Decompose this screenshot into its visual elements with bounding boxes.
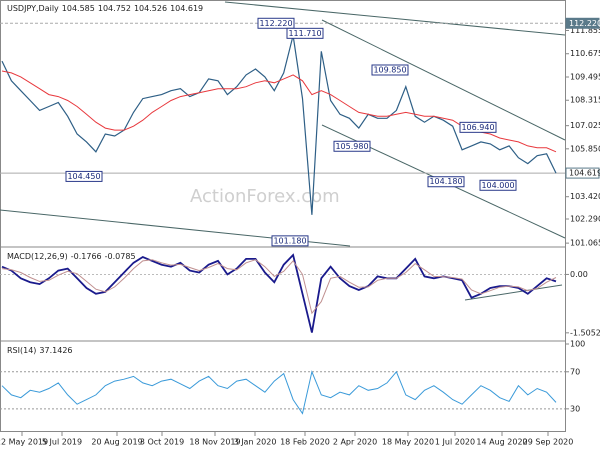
annotation-label: 112.220 xyxy=(259,19,292,28)
plot-frame xyxy=(0,0,566,432)
x-tick-label: 18 May 2020 xyxy=(382,438,434,447)
header-value: 104.619 xyxy=(170,4,203,13)
annotation-label: 104.000 xyxy=(481,181,514,190)
header-value: RSI(14) xyxy=(7,346,36,355)
annotation-box xyxy=(333,140,371,152)
annotation-box xyxy=(459,121,497,133)
annotation-box xyxy=(65,170,103,182)
level-box xyxy=(565,17,600,29)
trendline xyxy=(321,19,566,141)
header-value: -0.0785 xyxy=(105,252,136,261)
x-tick-label: 20 Aug 2019 xyxy=(91,438,142,447)
x-tick-label: 29 Sep 2020 xyxy=(523,438,574,447)
y-tick-label: 100 xyxy=(570,340,585,349)
x-tick-label: 18 Nov 2019 xyxy=(189,438,240,447)
header-value: MACD(12,26,9) xyxy=(7,252,68,261)
panel-header: MACD(12,26,9) -0.1766 -0.0785 xyxy=(7,252,136,261)
x-tick-label: 3 Oct 2019 xyxy=(140,438,184,447)
x-tick-label: 5 Jul 2019 xyxy=(42,438,82,447)
annotation-box xyxy=(427,176,465,188)
y-tick-label: 0.00 xyxy=(570,270,588,279)
annotation-label: 104.180 xyxy=(429,177,462,186)
trendline xyxy=(224,1,566,36)
panel-header: USDJPY,Daily 104.585 104.752 104.526 104.619 xyxy=(7,4,203,13)
header-value: 104.526 xyxy=(134,4,167,13)
x-tick-label: 22 May 2019 xyxy=(0,438,48,447)
watermark: ActionForex.com xyxy=(190,186,340,207)
y-tick-label: 70 xyxy=(570,367,580,376)
y-tick-label: 105.850 xyxy=(570,144,600,153)
header-value: -0.1766 xyxy=(71,252,102,261)
annotation-box xyxy=(257,17,295,29)
trendline xyxy=(464,284,563,301)
header-value: 37.1426 xyxy=(39,346,72,355)
panel-header: RSI(14) 37.1426 xyxy=(7,346,73,355)
y-tick-label: 111.855 xyxy=(570,26,600,35)
level-box xyxy=(565,167,600,179)
x-tick-label: 18 Feb 2020 xyxy=(280,438,330,447)
y-tick-label: -1.5052 xyxy=(570,328,600,337)
annotation-box xyxy=(479,179,517,191)
level-label: 112.220 xyxy=(569,19,600,28)
annotation-label: 101.180 xyxy=(273,236,306,245)
series-line xyxy=(1,259,557,315)
y-tick-label: 109.495 xyxy=(570,72,600,81)
x-tick-label: 2 Apr 2020 xyxy=(333,438,377,447)
y-tick-label: 101.065 xyxy=(570,239,600,248)
annotation-label: 104.450 xyxy=(67,172,100,181)
header-value: USDJPY,Daily xyxy=(7,4,59,13)
annotation-box xyxy=(271,235,309,247)
annotation-box xyxy=(371,64,409,76)
y-tick-label: 107.025 xyxy=(570,121,600,130)
annotation-label: 111.710 xyxy=(288,29,321,38)
annotation-label: 109.850 xyxy=(373,65,406,74)
annotation-label: 105.980 xyxy=(335,142,368,151)
y-tick-label: 30 xyxy=(570,404,580,413)
level-label: 104.619 xyxy=(569,169,600,178)
header-value: 104.585 xyxy=(62,4,95,13)
x-tick-label: 1 Jul 2020 xyxy=(435,438,475,447)
header-value: 104.752 xyxy=(98,4,131,13)
y-tick-label: 103.420 xyxy=(570,192,600,201)
series-line xyxy=(1,35,557,215)
x-tick-label: 3 Jan 2020 xyxy=(234,438,277,447)
annotation-box xyxy=(286,27,324,39)
series-line xyxy=(1,370,557,415)
y-tick-label: 110.675 xyxy=(570,49,600,58)
y-tick-label: 102.290 xyxy=(570,214,600,223)
annotation-label: 106.940 xyxy=(461,123,494,132)
y-tick-label: 108.315 xyxy=(570,96,600,105)
x-tick-label: 14 Aug 2020 xyxy=(476,438,527,447)
